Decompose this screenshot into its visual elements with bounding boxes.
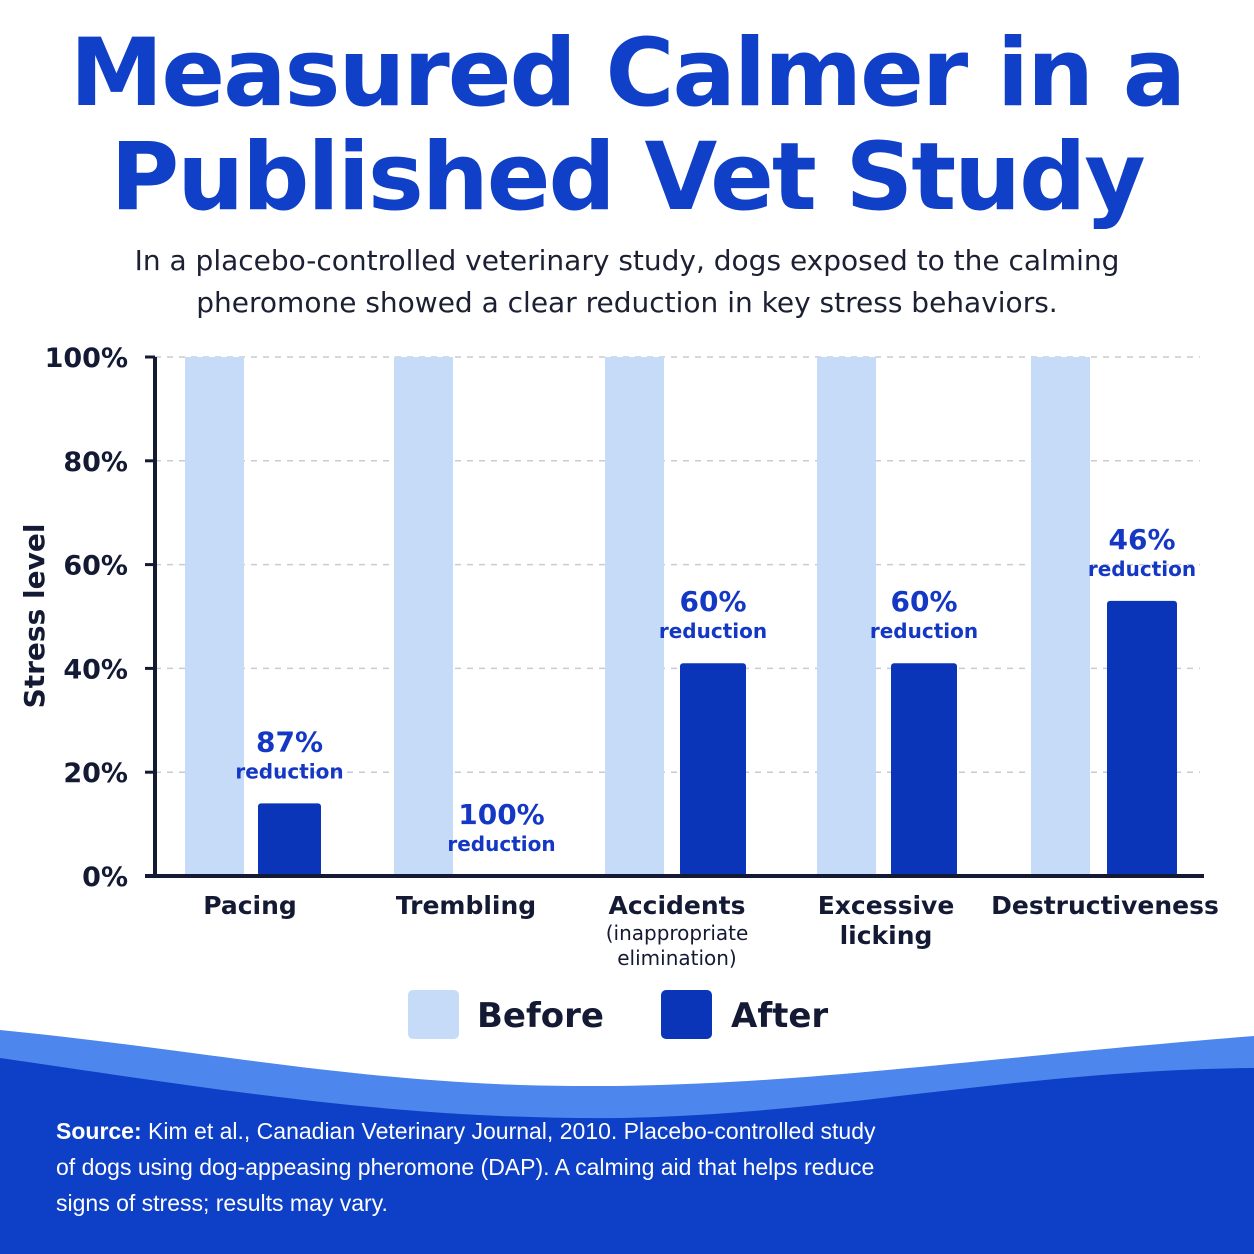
footer-wave-main xyxy=(0,1058,1254,1254)
source-note: Source: Kim et al., Canadian Veterinary … xyxy=(56,1113,886,1221)
legend-label-before: Before xyxy=(477,996,604,1036)
bar-before xyxy=(185,357,244,876)
legend-label-after: After xyxy=(731,996,828,1036)
page-title: Measured Calmer in a Published Vet Study xyxy=(69,19,1186,232)
reduction-value-label: 60% xyxy=(890,585,957,618)
reduction-value-label: 100% xyxy=(458,798,545,831)
y-axis-label: Stress level xyxy=(18,524,51,709)
source-text: Kim et al., Canadian Veterinary Journal,… xyxy=(56,1118,876,1216)
x-category-label: Excessive licking xyxy=(818,891,955,950)
reduction-text-label: reduction xyxy=(659,619,767,643)
x-category-sublabel: (inappropriate elimination) xyxy=(606,921,749,970)
reduction-text-label: reduction xyxy=(447,832,555,856)
page-subtitle: In a placebo-controlled veterinary study… xyxy=(134,244,1120,319)
y-tick-label: 20% xyxy=(63,758,128,789)
y-tick-label: 0% xyxy=(82,862,128,893)
bar-before xyxy=(394,357,453,876)
reduction-value-label: 46% xyxy=(1108,523,1175,556)
y-tick-label: 60% xyxy=(63,551,128,582)
legend-swatch-before xyxy=(408,990,459,1039)
bar-after xyxy=(258,803,321,876)
bar-before xyxy=(605,357,664,876)
y-tick-label: 80% xyxy=(63,447,128,478)
bar-after xyxy=(680,663,746,876)
reduction-text-label: reduction xyxy=(1088,557,1196,581)
reduction-text-label: reduction xyxy=(870,619,978,643)
x-category-label: Accidents xyxy=(608,891,745,920)
y-tick-label: 40% xyxy=(63,654,128,685)
x-category-label: Destructiveness xyxy=(991,891,1219,920)
x-category-label: Pacing xyxy=(203,891,297,920)
bar-before xyxy=(817,357,876,876)
x-category-label: Trembling xyxy=(396,891,536,920)
source-label: Source: xyxy=(56,1118,142,1144)
bar-after xyxy=(1107,600,1177,876)
reduction-value-label: 60% xyxy=(679,585,746,618)
bar-before xyxy=(1031,357,1090,876)
reduction-text-label: reduction xyxy=(235,759,343,783)
y-tick-label: 100% xyxy=(45,343,128,374)
legend-swatch-after xyxy=(661,990,712,1039)
reduction-value-label: 87% xyxy=(256,725,323,758)
bar-after xyxy=(891,663,957,876)
